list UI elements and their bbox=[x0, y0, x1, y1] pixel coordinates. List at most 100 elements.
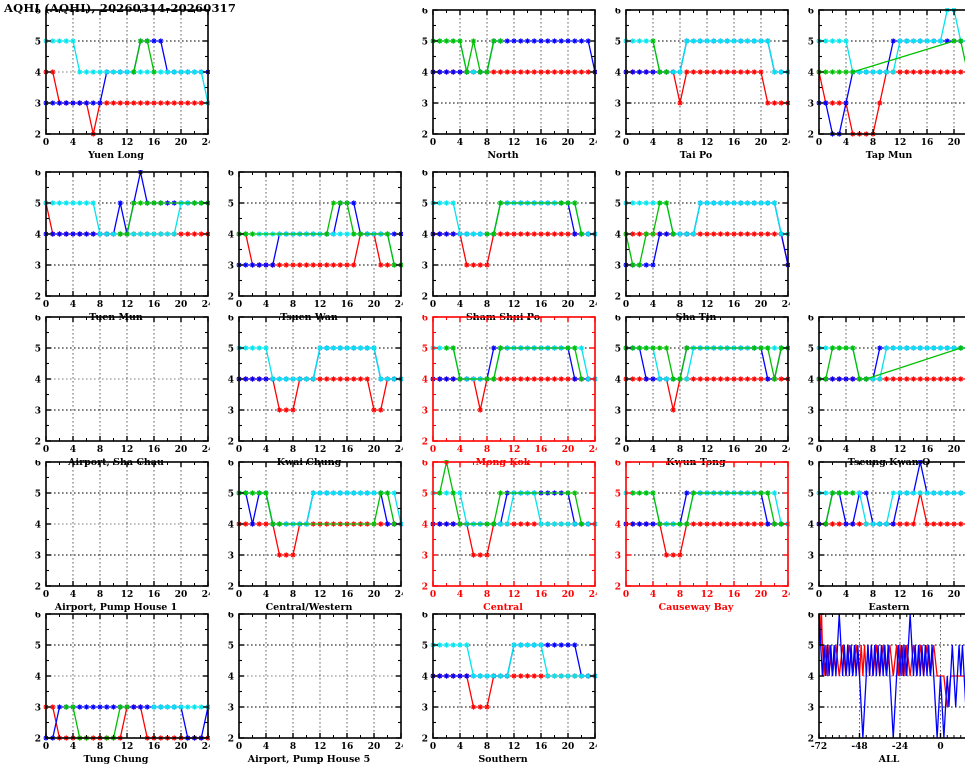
series-marker bbox=[644, 231, 649, 236]
series-marker bbox=[498, 376, 503, 381]
series-marker bbox=[111, 704, 116, 709]
series-marker bbox=[263, 262, 268, 267]
series-marker bbox=[518, 376, 523, 381]
series-marker bbox=[924, 521, 929, 526]
series-marker bbox=[565, 69, 570, 74]
series-marker bbox=[897, 345, 902, 350]
y-tick-label: 2 bbox=[808, 582, 814, 592]
x-tick-label: 0 bbox=[43, 300, 49, 310]
series-marker bbox=[178, 231, 183, 236]
y-tick-label: 5 bbox=[228, 344, 234, 354]
y-tick-label: 3 bbox=[35, 99, 41, 109]
panel-title: ALL bbox=[795, 754, 965, 765]
x-tick-label: 4 bbox=[70, 590, 76, 600]
series-marker bbox=[158, 38, 163, 43]
series-marker bbox=[57, 704, 62, 709]
series-marker bbox=[57, 200, 62, 205]
series-marker bbox=[457, 521, 462, 526]
series-marker bbox=[151, 231, 156, 236]
x-tick-label: 16 bbox=[341, 742, 354, 752]
y-tick-label: 2 bbox=[422, 130, 428, 140]
series-marker bbox=[637, 376, 642, 381]
series-marker bbox=[491, 231, 496, 236]
series-marker bbox=[250, 345, 255, 350]
y-tick-label: 4 bbox=[228, 230, 234, 240]
series-marker bbox=[718, 376, 723, 381]
series-marker bbox=[277, 552, 282, 557]
series-marker bbox=[752, 69, 757, 74]
series-marker bbox=[837, 490, 842, 495]
x-tick-label: 12 bbox=[121, 445, 134, 455]
series-marker bbox=[958, 345, 963, 350]
series-marker bbox=[498, 69, 503, 74]
series-marker bbox=[131, 200, 136, 205]
series-marker bbox=[664, 69, 669, 74]
series-marker bbox=[385, 490, 390, 495]
series-marker bbox=[124, 69, 129, 74]
series-marker bbox=[897, 69, 902, 74]
series-marker bbox=[545, 642, 550, 647]
series-marker bbox=[958, 490, 963, 495]
x-tick-label: 24 bbox=[782, 300, 790, 310]
series-marker bbox=[830, 100, 835, 105]
x-tick-label: 0 bbox=[816, 445, 822, 455]
series-marker bbox=[904, 521, 909, 526]
series-marker bbox=[897, 490, 902, 495]
y-tick-label: 5 bbox=[422, 489, 428, 499]
x-tick-label: 8 bbox=[290, 742, 296, 752]
series-marker bbox=[671, 376, 676, 381]
series-marker bbox=[317, 376, 322, 381]
y-tick-label: 2 bbox=[35, 292, 41, 302]
y-tick-label: 3 bbox=[422, 406, 428, 416]
series-marker bbox=[385, 376, 390, 381]
x-tick-label: 20 bbox=[948, 590, 961, 600]
series-marker bbox=[158, 100, 163, 105]
series-marker bbox=[559, 642, 564, 647]
x-tick-label: 24 bbox=[589, 300, 597, 310]
x-tick-label: 16 bbox=[148, 300, 161, 310]
x-tick-label: 16 bbox=[341, 445, 354, 455]
y-tick-label: 5 bbox=[615, 489, 621, 499]
series-marker bbox=[924, 345, 929, 350]
series-marker bbox=[951, 69, 956, 74]
y-tick-label: 4 bbox=[35, 375, 41, 385]
series-marker bbox=[77, 69, 82, 74]
y-tick-label: 6 bbox=[422, 170, 428, 178]
series-marker bbox=[77, 200, 82, 205]
series-marker bbox=[837, 376, 842, 381]
series-marker bbox=[579, 673, 584, 678]
series-marker bbox=[457, 642, 462, 647]
series-marker bbox=[538, 38, 543, 43]
series-marker bbox=[138, 704, 143, 709]
x-tick-label: 12 bbox=[121, 300, 134, 310]
series-marker bbox=[444, 673, 449, 678]
series-marker bbox=[565, 38, 570, 43]
series-marker bbox=[358, 345, 363, 350]
series-marker bbox=[565, 376, 570, 381]
series-marker bbox=[97, 69, 102, 74]
series-marker bbox=[870, 69, 875, 74]
series-marker bbox=[464, 262, 469, 267]
series-marker bbox=[505, 376, 510, 381]
series-marker bbox=[478, 552, 483, 557]
x-tick-label: 20 bbox=[755, 300, 768, 310]
y-tick-label: 5 bbox=[228, 199, 234, 209]
series-marker bbox=[924, 38, 929, 43]
x-tick-label: 12 bbox=[314, 300, 327, 310]
series-marker bbox=[725, 69, 730, 74]
series-marker bbox=[704, 200, 709, 205]
series-marker bbox=[918, 345, 923, 350]
series-marker bbox=[371, 490, 376, 495]
series-marker bbox=[385, 521, 390, 526]
y-tick-label: 3 bbox=[615, 406, 621, 416]
series-marker bbox=[572, 38, 577, 43]
series-marker bbox=[765, 521, 770, 526]
y-tick-label: 6 bbox=[35, 170, 41, 178]
series-marker bbox=[830, 376, 835, 381]
series-marker bbox=[745, 200, 750, 205]
series-marker bbox=[958, 69, 963, 74]
series-marker bbox=[650, 262, 655, 267]
x-tick-label: 4 bbox=[70, 300, 76, 310]
series-marker bbox=[64, 231, 69, 236]
series-marker bbox=[457, 231, 462, 236]
